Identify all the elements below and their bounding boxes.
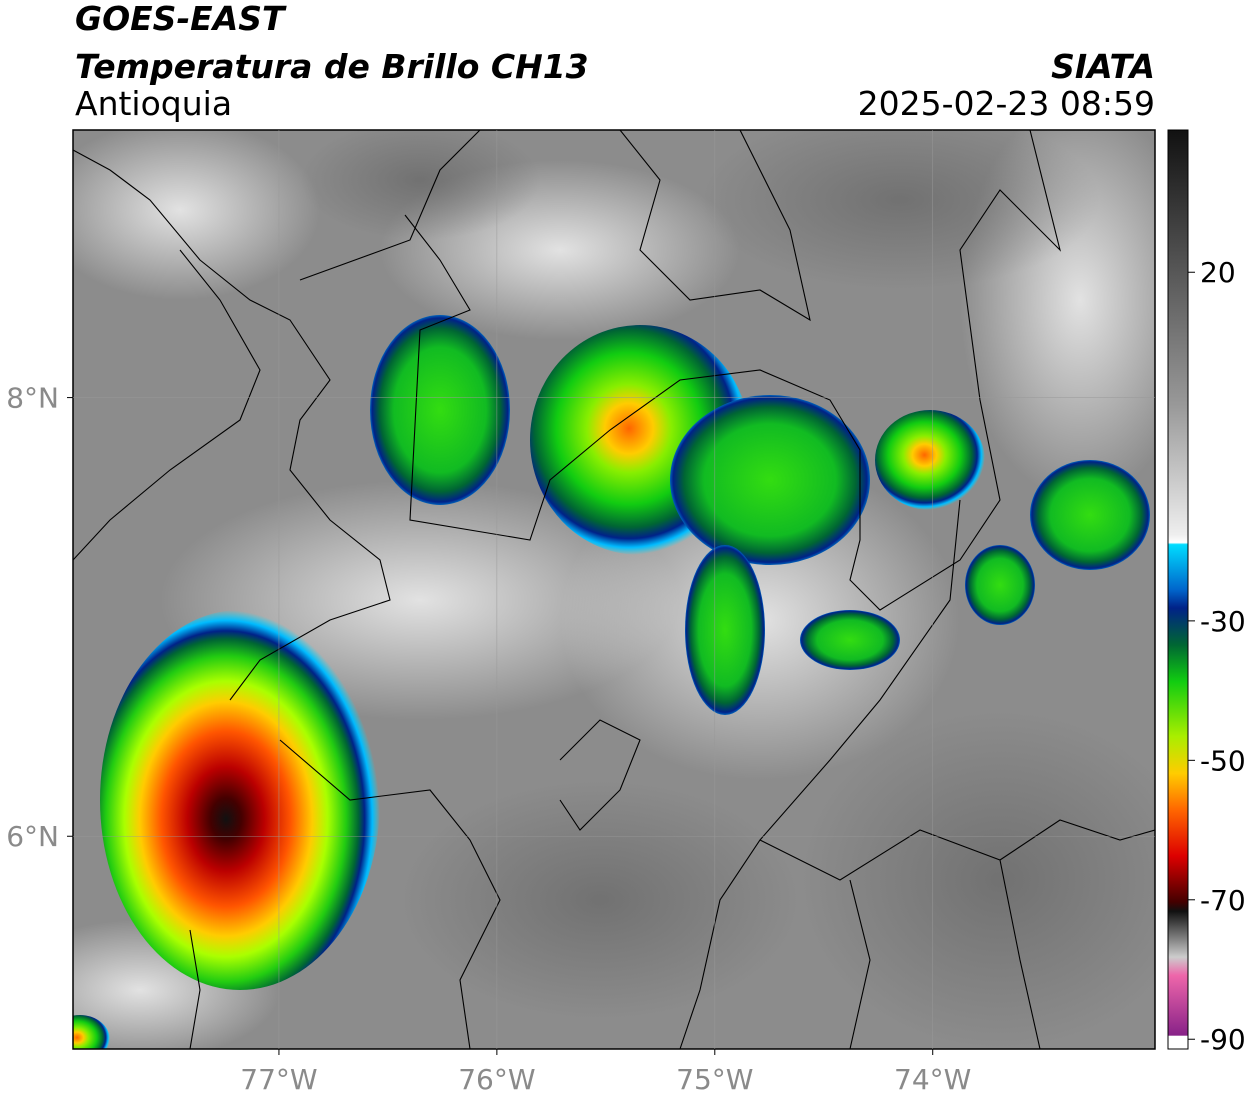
- x-tick-label: 75°W: [676, 1063, 753, 1096]
- x-tick-label: 76°W: [458, 1063, 535, 1096]
- datetime: 2025-02-23 08:59: [858, 84, 1155, 123]
- y-tick-label: 6°N: [6, 820, 59, 853]
- subtitle: Temperatura de Brillo CH13: [75, 47, 589, 86]
- x-tick-label: 74°W: [894, 1063, 971, 1096]
- title: GOES-EAST: [75, 0, 287, 38]
- map-frame: [72, 129, 1156, 1050]
- y-tick-label: 8°N: [6, 382, 59, 415]
- colorbar-tick-label: -50: [1200, 744, 1246, 777]
- region: Antioquia: [75, 84, 232, 123]
- source: SIATA: [1051, 47, 1155, 86]
- colorbar: [1167, 129, 1189, 1050]
- colorbar-tick-label: -70: [1200, 884, 1246, 917]
- x-tick-label: 77°W: [240, 1063, 317, 1096]
- map-image: [73, 130, 1155, 1049]
- colorbar-tick-label: 20: [1200, 256, 1236, 289]
- colorbar-tick-label: -30: [1200, 605, 1246, 638]
- colorbar-tick-label: -90: [1200, 1023, 1246, 1056]
